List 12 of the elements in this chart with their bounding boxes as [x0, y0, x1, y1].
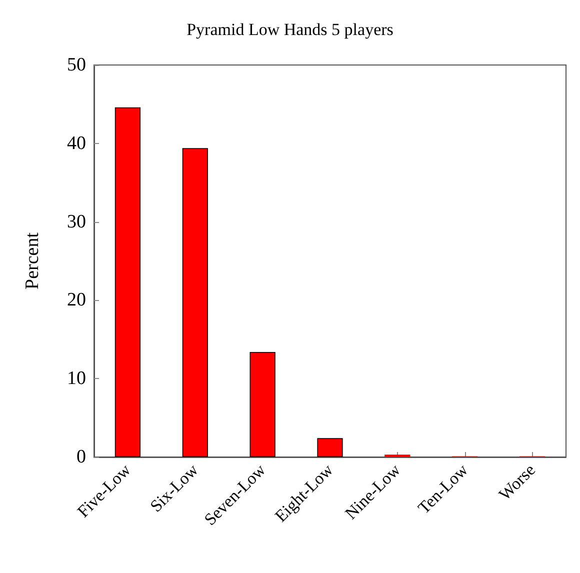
bar: [250, 352, 276, 457]
y-tick-label: 30: [67, 211, 86, 232]
y-tick-label: 40: [67, 132, 86, 154]
chart-title: Pyramid Low Hands 5 players: [186, 20, 394, 39]
bar: [182, 148, 208, 457]
bar: [317, 438, 343, 457]
y-tick-label: 0: [76, 446, 86, 468]
y-tick-label: 10: [67, 368, 86, 390]
y-axis-title: Percent: [22, 232, 43, 290]
y-tick-label: 20: [67, 290, 86, 311]
y-tick-label: 50: [67, 54, 86, 76]
bar: [114, 107, 141, 457]
